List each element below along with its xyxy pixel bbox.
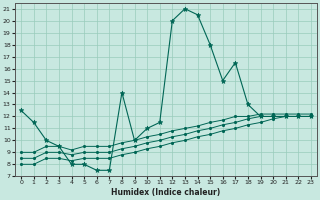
X-axis label: Humidex (Indice chaleur): Humidex (Indice chaleur) bbox=[111, 188, 221, 197]
